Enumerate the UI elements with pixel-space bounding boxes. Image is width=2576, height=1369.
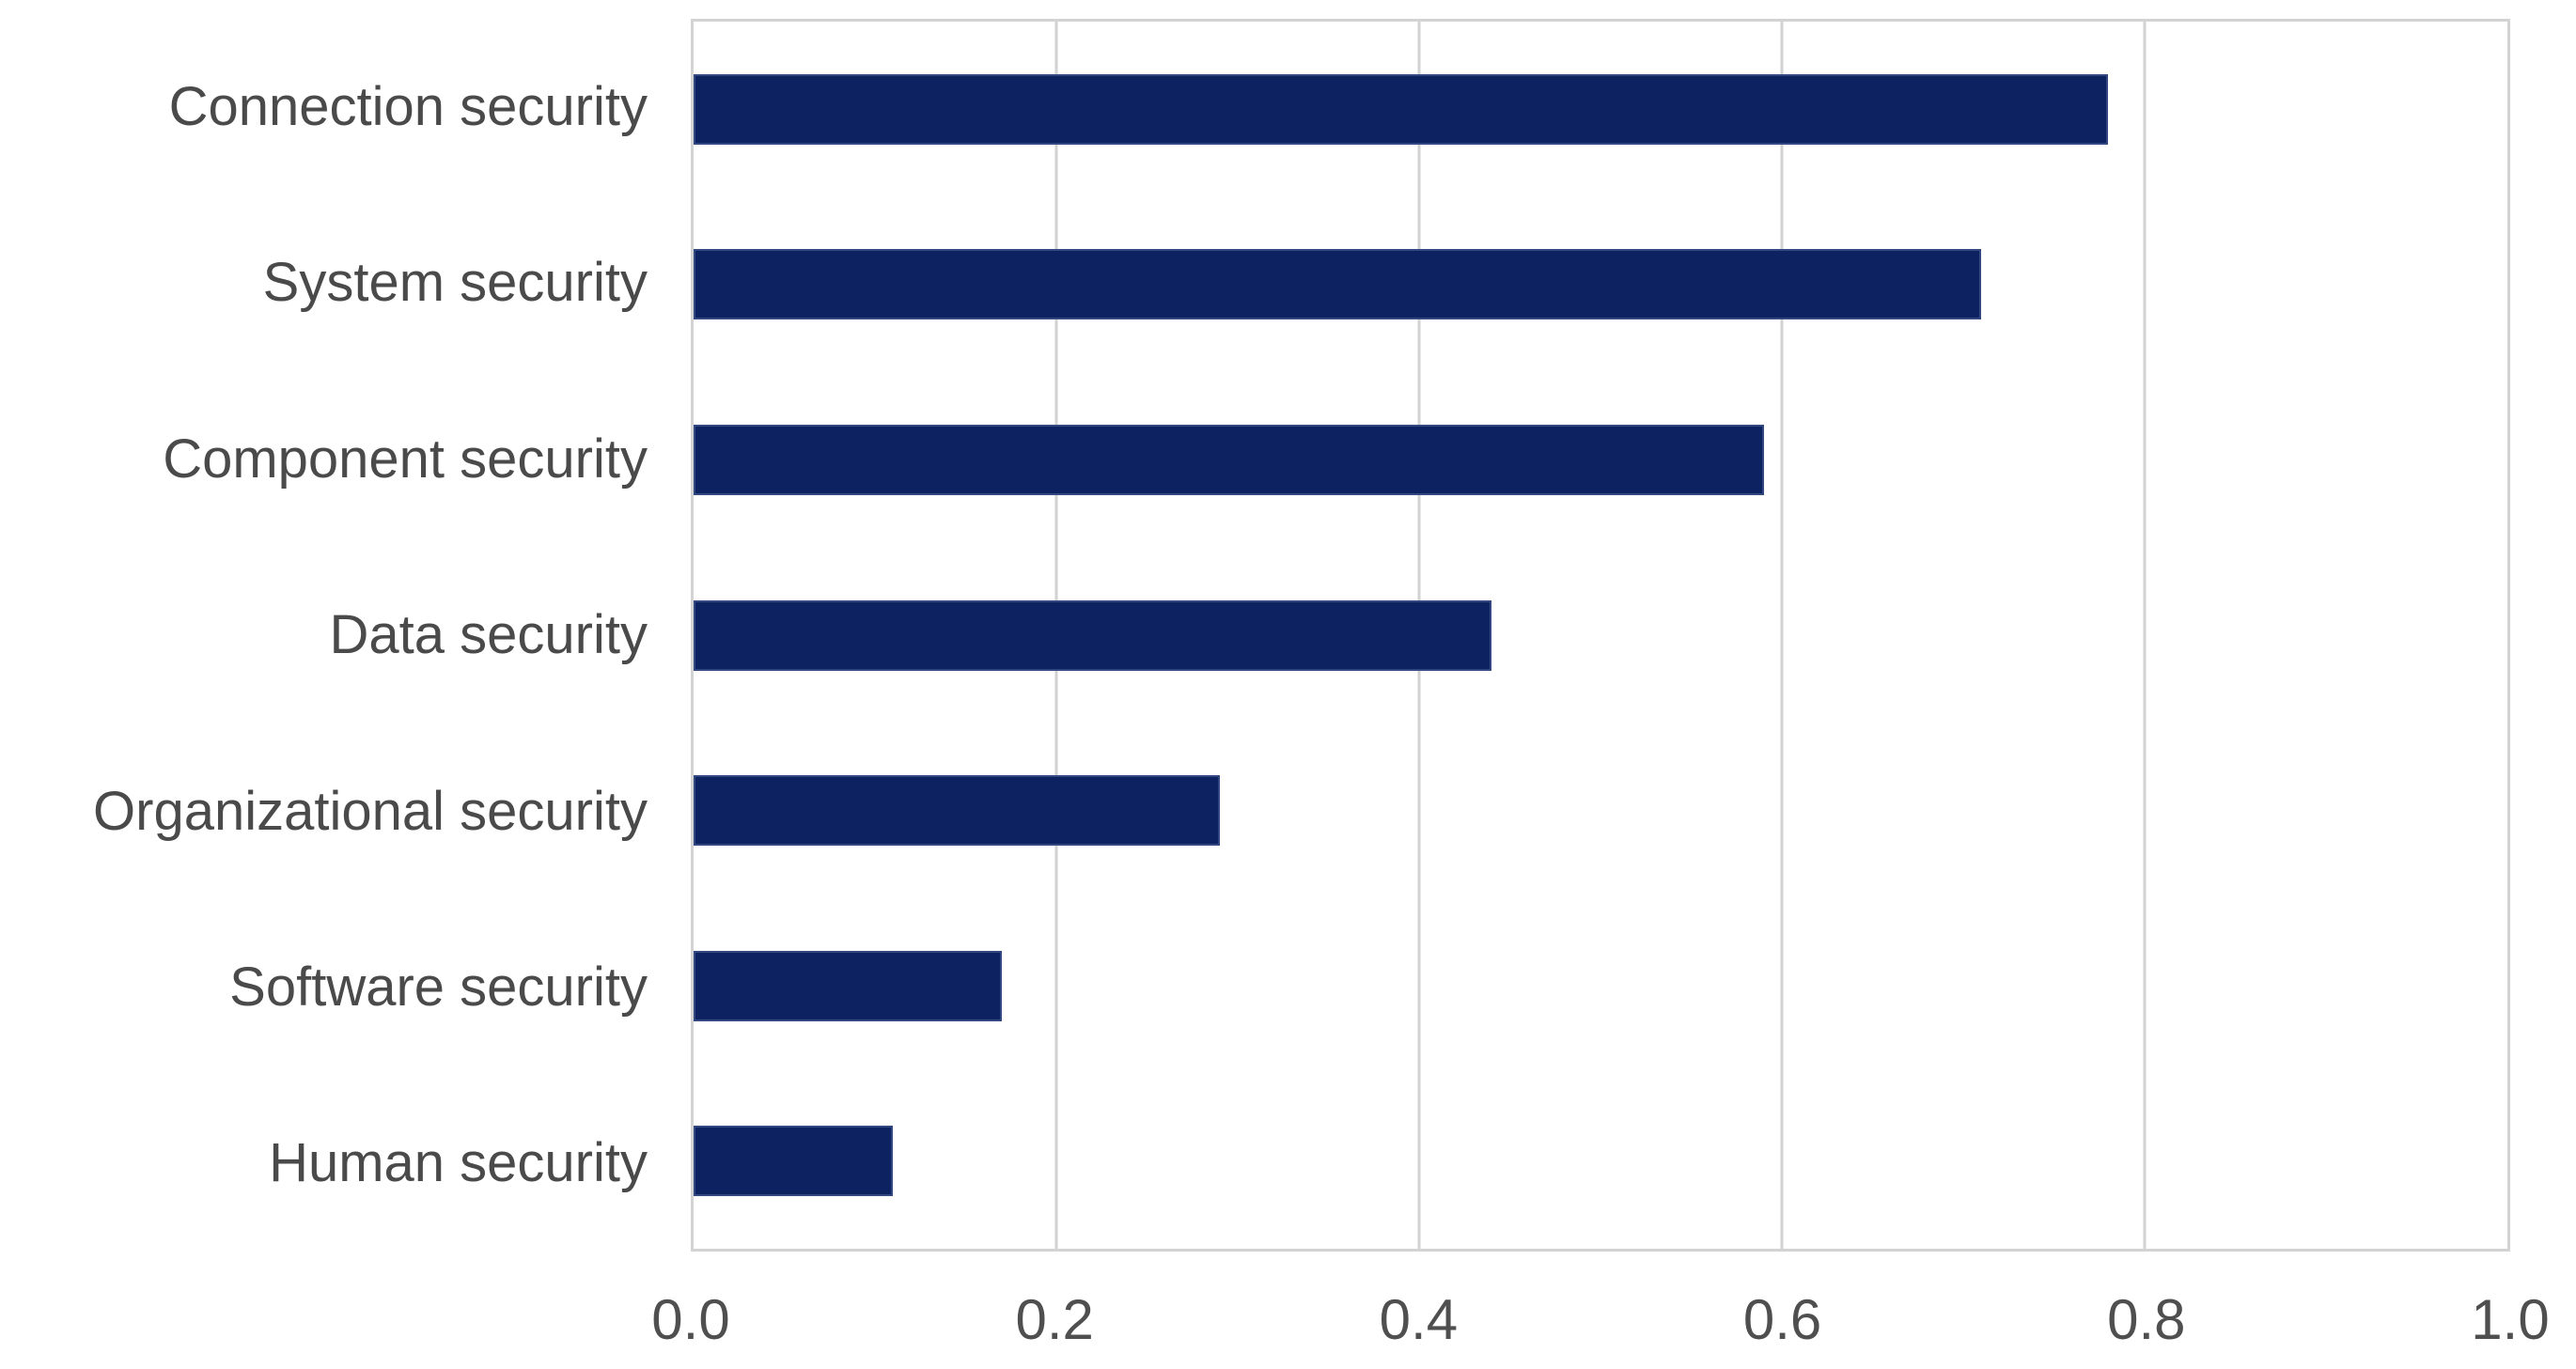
bar-row bbox=[694, 197, 2507, 373]
category-label: Software security bbox=[229, 956, 648, 1018]
bar-row bbox=[694, 22, 2507, 197]
gridline bbox=[1780, 22, 1784, 1249]
plot-area bbox=[691, 19, 2510, 1252]
category-row: Component security bbox=[0, 371, 691, 547]
bar-5 bbox=[694, 775, 1220, 847]
bar-4 bbox=[694, 599, 1492, 671]
bar-6 bbox=[694, 950, 1003, 1021]
category-label: Component security bbox=[163, 428, 648, 490]
bar-1 bbox=[694, 73, 2109, 145]
x-tick-label: 1.0 bbox=[2471, 1288, 2550, 1351]
category-row: System security bbox=[0, 194, 691, 370]
bar-2 bbox=[694, 249, 1982, 320]
category-row: Data security bbox=[0, 547, 691, 723]
bar-row bbox=[694, 1073, 2507, 1249]
bar-3 bbox=[694, 424, 1764, 495]
category-label: Data security bbox=[329, 604, 648, 666]
bars-layer bbox=[694, 22, 2507, 1249]
x-axis-tick-labels: 0.0 0.2 0.4 0.6 0.8 1.0 bbox=[651, 1270, 2549, 1369]
x-tick-label: 0.6 bbox=[1742, 1288, 1822, 1351]
bar-row bbox=[694, 898, 2507, 1074]
bar-row bbox=[694, 548, 2507, 723]
category-label: Connection security bbox=[168, 75, 648, 137]
gridline bbox=[2143, 22, 2147, 1249]
category-row: Connection security bbox=[0, 19, 691, 194]
x-tick-label: 0.4 bbox=[1379, 1288, 1459, 1351]
bar-7 bbox=[694, 1126, 894, 1197]
category-row: Software security bbox=[0, 899, 691, 1075]
bar-row bbox=[694, 723, 2507, 898]
category-label: Organizational security bbox=[93, 780, 648, 842]
bar-row bbox=[694, 372, 2507, 548]
y-axis-category-labels: Connection security System security Compon… bbox=[0, 19, 691, 1252]
x-tick-label: 0.0 bbox=[651, 1288, 730, 1351]
x-tick-label: 0.2 bbox=[1015, 1288, 1094, 1351]
category-label: Human security bbox=[269, 1132, 648, 1194]
x-tick-label: 0.8 bbox=[2107, 1288, 2186, 1351]
category-label: System security bbox=[262, 252, 648, 314]
category-row: Organizational security bbox=[0, 723, 691, 899]
category-row: Human security bbox=[0, 1076, 691, 1252]
